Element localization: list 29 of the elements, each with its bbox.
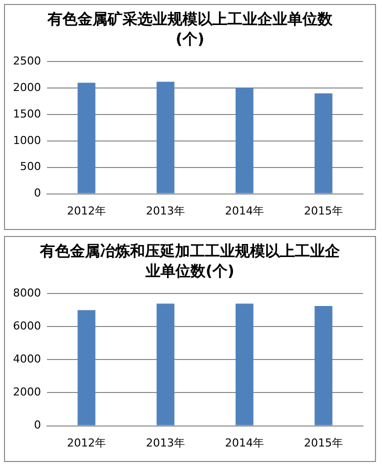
bar <box>314 93 332 194</box>
y-tick-label: 4000 <box>12 352 41 366</box>
y-tick-label: 500 <box>20 160 41 174</box>
y-tick-label: 6000 <box>12 320 41 333</box>
bar <box>236 88 254 194</box>
bar <box>156 82 174 194</box>
y-tick-label: 1000 <box>12 134 41 147</box>
bar <box>236 304 254 426</box>
x-tick-label: 2013年 <box>146 436 185 450</box>
y-tick-label: 0 <box>34 186 41 200</box>
bar <box>314 306 332 426</box>
y-tick-label: 0 <box>34 418 41 432</box>
bar <box>78 310 96 426</box>
bar <box>156 304 174 426</box>
y-tick-label: 1500 <box>12 107 41 120</box>
y-tick-label: 8000 <box>12 286 41 300</box>
chart-title: 有色金属冶炼和压延加工工业规模以上工业企业单位数(个) <box>40 241 340 281</box>
y-tick-label: 2000 <box>12 386 41 399</box>
x-tick-label: 2014年 <box>225 204 264 218</box>
x-tick-label: 2014年 <box>225 436 264 450</box>
chart-title: 有色金属矿采选业规模以上工业企业单位数(个) <box>46 9 334 49</box>
y-tick-label: 2000 <box>12 80 41 94</box>
x-tick-label: 2015年 <box>304 204 343 218</box>
x-tick-label: 2012年 <box>66 436 106 450</box>
x-tick-label: 2013年 <box>146 204 185 218</box>
bar <box>78 82 96 194</box>
y-tick-label: 2500 <box>12 54 41 68</box>
x-tick-label: 2012年 <box>66 204 106 218</box>
x-tick-label: 2015年 <box>304 436 343 450</box>
